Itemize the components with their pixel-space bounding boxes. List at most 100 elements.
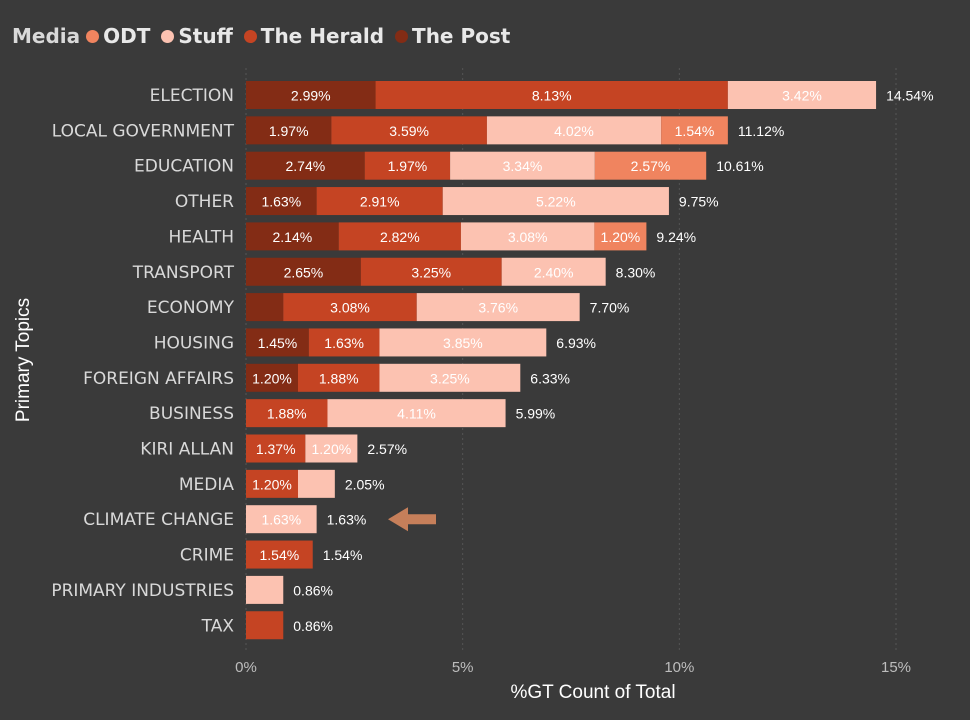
bar-segment-the-post-transport <box>246 257 361 286</box>
data-label-the-herald-kiri-allan: 1.37% <box>256 441 296 457</box>
total-label-local-government: 11.12% <box>738 123 784 139</box>
legend-dot-the-herald <box>243 29 257 43</box>
data-label-the-post-education: 2.74% <box>286 158 326 174</box>
data-label-the-post-housing: 1.45% <box>258 335 298 351</box>
total-label-health: 9.24% <box>656 229 696 245</box>
total-label-transport: 8.30% <box>616 264 656 280</box>
bar-segment-the-herald-kiri-allan <box>246 434 306 463</box>
data-label-the-herald-foreign-affairs: 1.88% <box>319 370 359 386</box>
total-label-climate-change: 1.63% <box>327 512 367 528</box>
data-label-the-post-election: 2.99% <box>291 88 331 104</box>
total-label-education: 10.61% <box>716 158 763 174</box>
bar-segment-stuff-climate-change <box>246 505 317 534</box>
data-label-stuff-economy: 3.76% <box>478 300 518 316</box>
bar-segment-stuff-transport <box>501 257 606 286</box>
bar-segment-the-herald-local-government <box>331 116 487 145</box>
x-tick-label: 0% <box>235 659 257 676</box>
axes: 0% 5% 10% 15% ELECTION LOCAL GOVERNMENT EDUCAT… <box>51 86 911 676</box>
category-label-tax: TAX <box>201 616 235 636</box>
bar-segment-the-post-education <box>246 151 365 180</box>
total-label-business: 5.99% <box>516 406 556 422</box>
data-label-the-post-transport: 2.65% <box>284 264 324 280</box>
bar-segment-stuff-local-government <box>486 116 662 145</box>
legend-title: Media <box>12 24 81 48</box>
bars <box>246 81 877 640</box>
bar-segment-the-post-other <box>246 187 317 216</box>
category-label-business: BUSINESS <box>149 404 234 424</box>
bar-segment-stuff-health <box>460 222 595 251</box>
category-label-climate-change: CLIMATE CHANGE <box>83 510 234 530</box>
data-label-stuff-business: 4.11% <box>397 406 436 422</box>
x-tick-label: 5% <box>452 659 474 676</box>
total-label-foreign-affairs: 6.33% <box>530 370 570 386</box>
bar-segment-the-post-housing <box>246 328 309 357</box>
data-label-odt-local-government: 1.54% <box>675 123 715 139</box>
total-label-crime: 1.54% <box>323 547 363 563</box>
bar-segment-stuff-housing <box>379 328 547 357</box>
bar-segment-stuff-education <box>450 151 595 180</box>
bar-segment-the-herald-crime <box>246 540 313 569</box>
bar-segment-the-herald-tax <box>246 611 284 640</box>
data-label-the-herald-transport: 3.25% <box>411 264 451 280</box>
data-label-the-post-other: 1.63% <box>261 194 301 210</box>
bar-segment-stuff-other <box>442 187 669 216</box>
category-label-housing: HOUSING <box>154 333 234 353</box>
data-label-stuff-foreign-affairs: 3.25% <box>430 370 470 386</box>
data-label-the-herald-health: 2.82% <box>380 229 420 245</box>
data-label-odt-health: 1.20% <box>601 229 641 245</box>
bar-segment-the-post-election <box>246 81 376 109</box>
data-label-the-herald-business: 1.88% <box>267 406 307 422</box>
total-label-tax: 0.86% <box>293 618 333 634</box>
legend-item-stuff: Stuff <box>161 24 233 48</box>
data-label-the-post-local-government: 1.97% <box>269 123 309 139</box>
category-label-health: HEALTH <box>169 227 234 247</box>
bar-segment-stuff-business <box>327 399 506 428</box>
bar-segment-the-herald-media <box>246 469 298 498</box>
bar-segment-odt-health <box>594 222 647 251</box>
bar-segment-stuff-kiri-allan <box>305 434 358 463</box>
data-labels: 2.99% 8.13% 3.42% 14.54% 1.97% 3.59% 4.02% 1.54… <box>252 88 933 634</box>
bar-segment-the-herald-foreign-affairs <box>298 363 380 392</box>
bar-segment-stuff-media <box>298 469 335 498</box>
legend-label-odt: ODT <box>103 24 151 48</box>
data-label-the-herald-economy: 3.08% <box>330 300 370 316</box>
data-label-stuff-housing: 3.85% <box>443 335 483 351</box>
x-tick-label: 10% <box>664 659 694 676</box>
legend-label-stuff: Stuff <box>178 24 233 48</box>
total-label-economy: 7.70% <box>590 300 630 316</box>
x-tick-label: 15% <box>881 659 911 676</box>
y-axis-title: Primary Topics <box>13 298 34 422</box>
total-label-media: 2.05% <box>345 476 385 492</box>
category-label-foreign-affairs: FOREIGN AFFAIRS <box>83 369 234 389</box>
data-label-the-post-health: 2.14% <box>273 229 313 245</box>
bar-segment-the-herald-housing <box>308 328 380 357</box>
data-label-the-herald-crime: 1.54% <box>260 547 300 563</box>
data-label-stuff-climate-change: 1.63% <box>261 512 301 528</box>
bar-segment-the-herald-other <box>316 187 443 216</box>
legend-label-the-post: The Post <box>412 24 511 48</box>
category-label-kiri-allan: KIRI ALLAN <box>140 440 234 460</box>
total-label-kiri-allan: 2.57% <box>367 441 407 457</box>
bar-segment-the-herald-election <box>375 81 728 109</box>
data-label-stuff-other: 5.22% <box>536 194 576 210</box>
data-label-stuff-election: 3.42% <box>782 88 822 104</box>
legend-label-the-herald: The Herald <box>260 24 385 48</box>
total-label-housing: 6.93% <box>556 335 596 351</box>
bar-segment-stuff-primary-industries <box>246 575 284 604</box>
category-label-other: OTHER <box>175 192 234 212</box>
category-label-local-government: LOCAL GOVERNMENT <box>52 121 235 141</box>
bar-segment-odt-education <box>594 151 707 180</box>
chart-legend: Media ODT Stuff The Herald The Post <box>12 22 521 50</box>
legend-item-the-herald: The Herald <box>243 24 385 48</box>
bar-segment-the-herald-education <box>364 151 451 180</box>
category-label-transport: TRANSPORT <box>132 263 235 283</box>
data-label-the-herald-media: 1.20% <box>252 476 292 492</box>
bar-segment-stuff-economy <box>416 293 580 322</box>
legend-dot-the-post <box>395 29 409 43</box>
total-label-primary-industries: 0.86% <box>293 582 333 598</box>
data-label-the-herald-local-government: 3.59% <box>389 123 429 139</box>
category-label-media: MEDIA <box>179 475 235 495</box>
legend-dot-odt <box>86 29 100 43</box>
category-label-education: EDUCATION <box>134 157 234 177</box>
